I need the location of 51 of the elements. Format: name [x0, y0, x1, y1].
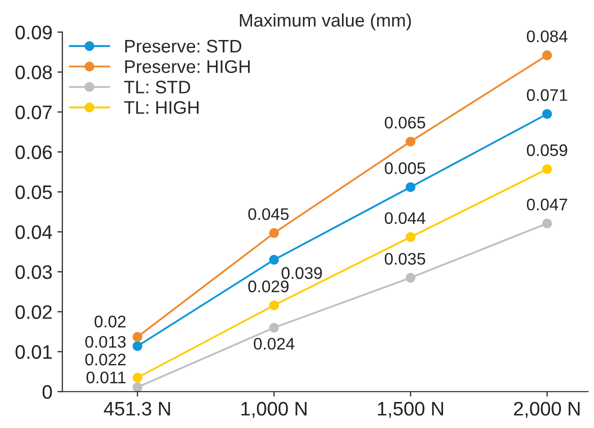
- y-tick-label: 0.05: [16, 185, 52, 200]
- x-tick-label: 1,000 N: [241, 402, 306, 418]
- point: [269, 228, 279, 238]
- point: [406, 136, 416, 146]
- x-tick-label: 451.3 N: [104, 402, 170, 416]
- annotation: 0.047: [526, 198, 568, 210]
- annotation: 0.059: [526, 144, 568, 156]
- point: [542, 109, 552, 119]
- y-tick-label: 0.07: [16, 105, 52, 120]
- annotation: 0.039: [282, 267, 322, 279]
- annotation: 0.084: [526, 30, 568, 42]
- annotation: 0.005: [384, 162, 426, 174]
- point: [132, 341, 142, 351]
- x-tick-label: 2,000 N: [514, 402, 580, 418]
- annotation: 0.02: [94, 316, 126, 328]
- annotation: 0.065: [384, 116, 426, 129]
- point: [542, 218, 552, 228]
- point: [269, 254, 279, 265]
- y-tick-label: 0.03: [16, 265, 52, 280]
- legend-label: TL: HIGH: [124, 101, 199, 114]
- annotation: 0.029: [248, 280, 289, 292]
- annotation: 0.071: [526, 89, 568, 101]
- annotation: 0.024: [254, 338, 294, 350]
- y-tick-label: 0.01: [16, 345, 52, 359]
- annotation: 0.035: [384, 252, 426, 265]
- annotation: 0.044: [384, 212, 426, 224]
- point: [406, 182, 416, 192]
- legend-label: Preserve: HIGH: [125, 60, 250, 74]
- y-tick-label: 0.04: [16, 225, 52, 240]
- legend-label: Preserve: STD: [125, 40, 242, 53]
- point: [132, 372, 142, 382]
- point: [269, 300, 279, 310]
- annotation: 0.045: [248, 208, 289, 220]
- y-tick-label: 0.06: [16, 145, 52, 160]
- point: [542, 50, 552, 60]
- point: [406, 232, 416, 242]
- point: [132, 382, 142, 392]
- y-tick-label: 0.08: [16, 66, 52, 80]
- annotation: 0.022: [85, 354, 126, 366]
- y-tick-label: 0: [42, 385, 52, 399]
- annotation: 0.013: [85, 336, 126, 348]
- point: [132, 332, 142, 342]
- x-tick-label: 1,500 N: [378, 402, 444, 418]
- point: [269, 322, 279, 333]
- y-tick-label: 0.02: [16, 305, 52, 319]
- legend-label: TL: STD: [124, 80, 190, 94]
- point: [406, 272, 416, 283]
- chart-title: Maximum value (mm): [240, 13, 411, 30]
- annotation: 0.011: [86, 372, 126, 384]
- y-tick-label: 0.09: [16, 26, 52, 40]
- point: [542, 164, 552, 174]
